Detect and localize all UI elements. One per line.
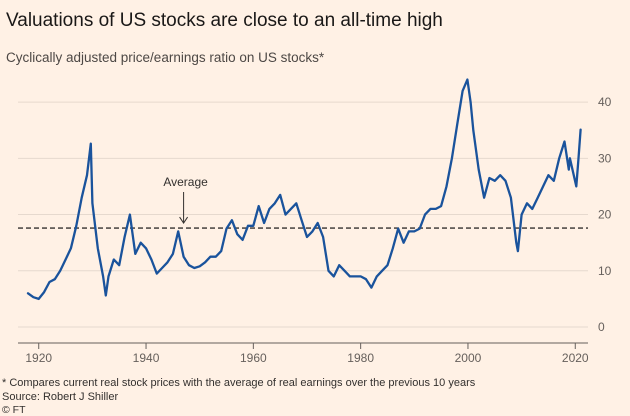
series-line-cape — [26, 78, 582, 301]
copyright: © FT — [2, 404, 26, 416]
y-tick-label-30: 30 — [598, 151, 612, 165]
x-tick-label-2020: 2020 — [562, 351, 589, 365]
x-tick-label-2000: 2000 — [455, 351, 482, 365]
average-line-group: Average — [18, 175, 588, 229]
x-axis: 1920 1940 1960 1980 2000 2020 — [18, 342, 589, 365]
x-tick-label-1960: 1960 — [240, 351, 267, 365]
y-tick-label-0: 0 — [598, 320, 605, 334]
chart-title: Valuations of US stocks are close to an … — [6, 10, 443, 31]
y-tick-label-10: 10 — [598, 264, 612, 278]
source-note: Source: Robert J Shiller — [2, 391, 119, 403]
grid-lines — [18, 101, 588, 328]
average-label: Average — [163, 175, 208, 189]
x-tick-label-1920: 1920 — [25, 351, 52, 365]
average-arrow-head — [179, 216, 189, 224]
series-group — [26, 78, 582, 301]
footnote: * Compares current real stock prices wit… — [2, 377, 476, 389]
y-tick-label-40: 40 — [598, 95, 612, 109]
y-tick-label-20: 20 — [598, 208, 612, 222]
y-tick-labels: 0 10 20 30 40 — [598, 95, 612, 334]
x-tick-label-1980: 1980 — [347, 351, 374, 365]
x-tick-label-1940: 1940 — [133, 351, 160, 365]
chart-subtitle: Cyclically adjusted price/earnings ratio… — [6, 50, 325, 65]
